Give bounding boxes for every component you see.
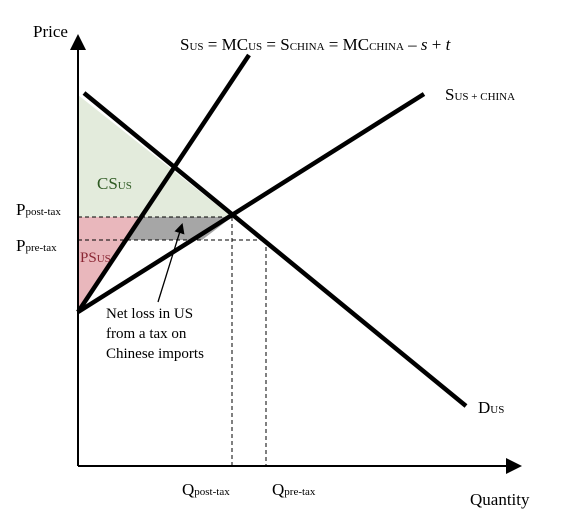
annotation-line-1: Net loss in US <box>106 306 193 322</box>
supply-total-curve <box>76 92 426 314</box>
supply-us-label: SUS = MCUS = SCHINA = MCCHINA – s + t <box>180 35 452 54</box>
supply-total-label: SUS + CHINA <box>445 85 515 104</box>
demand-us-curve <box>82 91 468 408</box>
pre-tax-quantity-label: Qpre-tax <box>272 480 316 499</box>
demand-us-label: DUS <box>478 398 504 417</box>
producer-surplus-label: PSUS <box>80 250 111 266</box>
consumer-surplus-label: CSUS <box>97 174 132 193</box>
net-loss-annotation: Net loss in US from a tax on Chinese imp… <box>106 306 204 362</box>
pre-tax-price-label: Ppre-tax <box>16 236 57 255</box>
consumer-surplus-area <box>78 95 232 217</box>
annotation-line-3: Chinese imports <box>106 346 204 362</box>
supply-us-curve <box>76 53 251 314</box>
y-axis-title: Price <box>33 22 68 41</box>
annotation-line-2: from a tax on <box>106 326 187 342</box>
post-tax-price-label: Ppost-tax <box>16 200 61 219</box>
x-axis-title: Quantity <box>470 490 530 509</box>
annotation-arrow <box>157 223 185 303</box>
post-tax-quantity-label: Qpost-tax <box>182 480 230 499</box>
